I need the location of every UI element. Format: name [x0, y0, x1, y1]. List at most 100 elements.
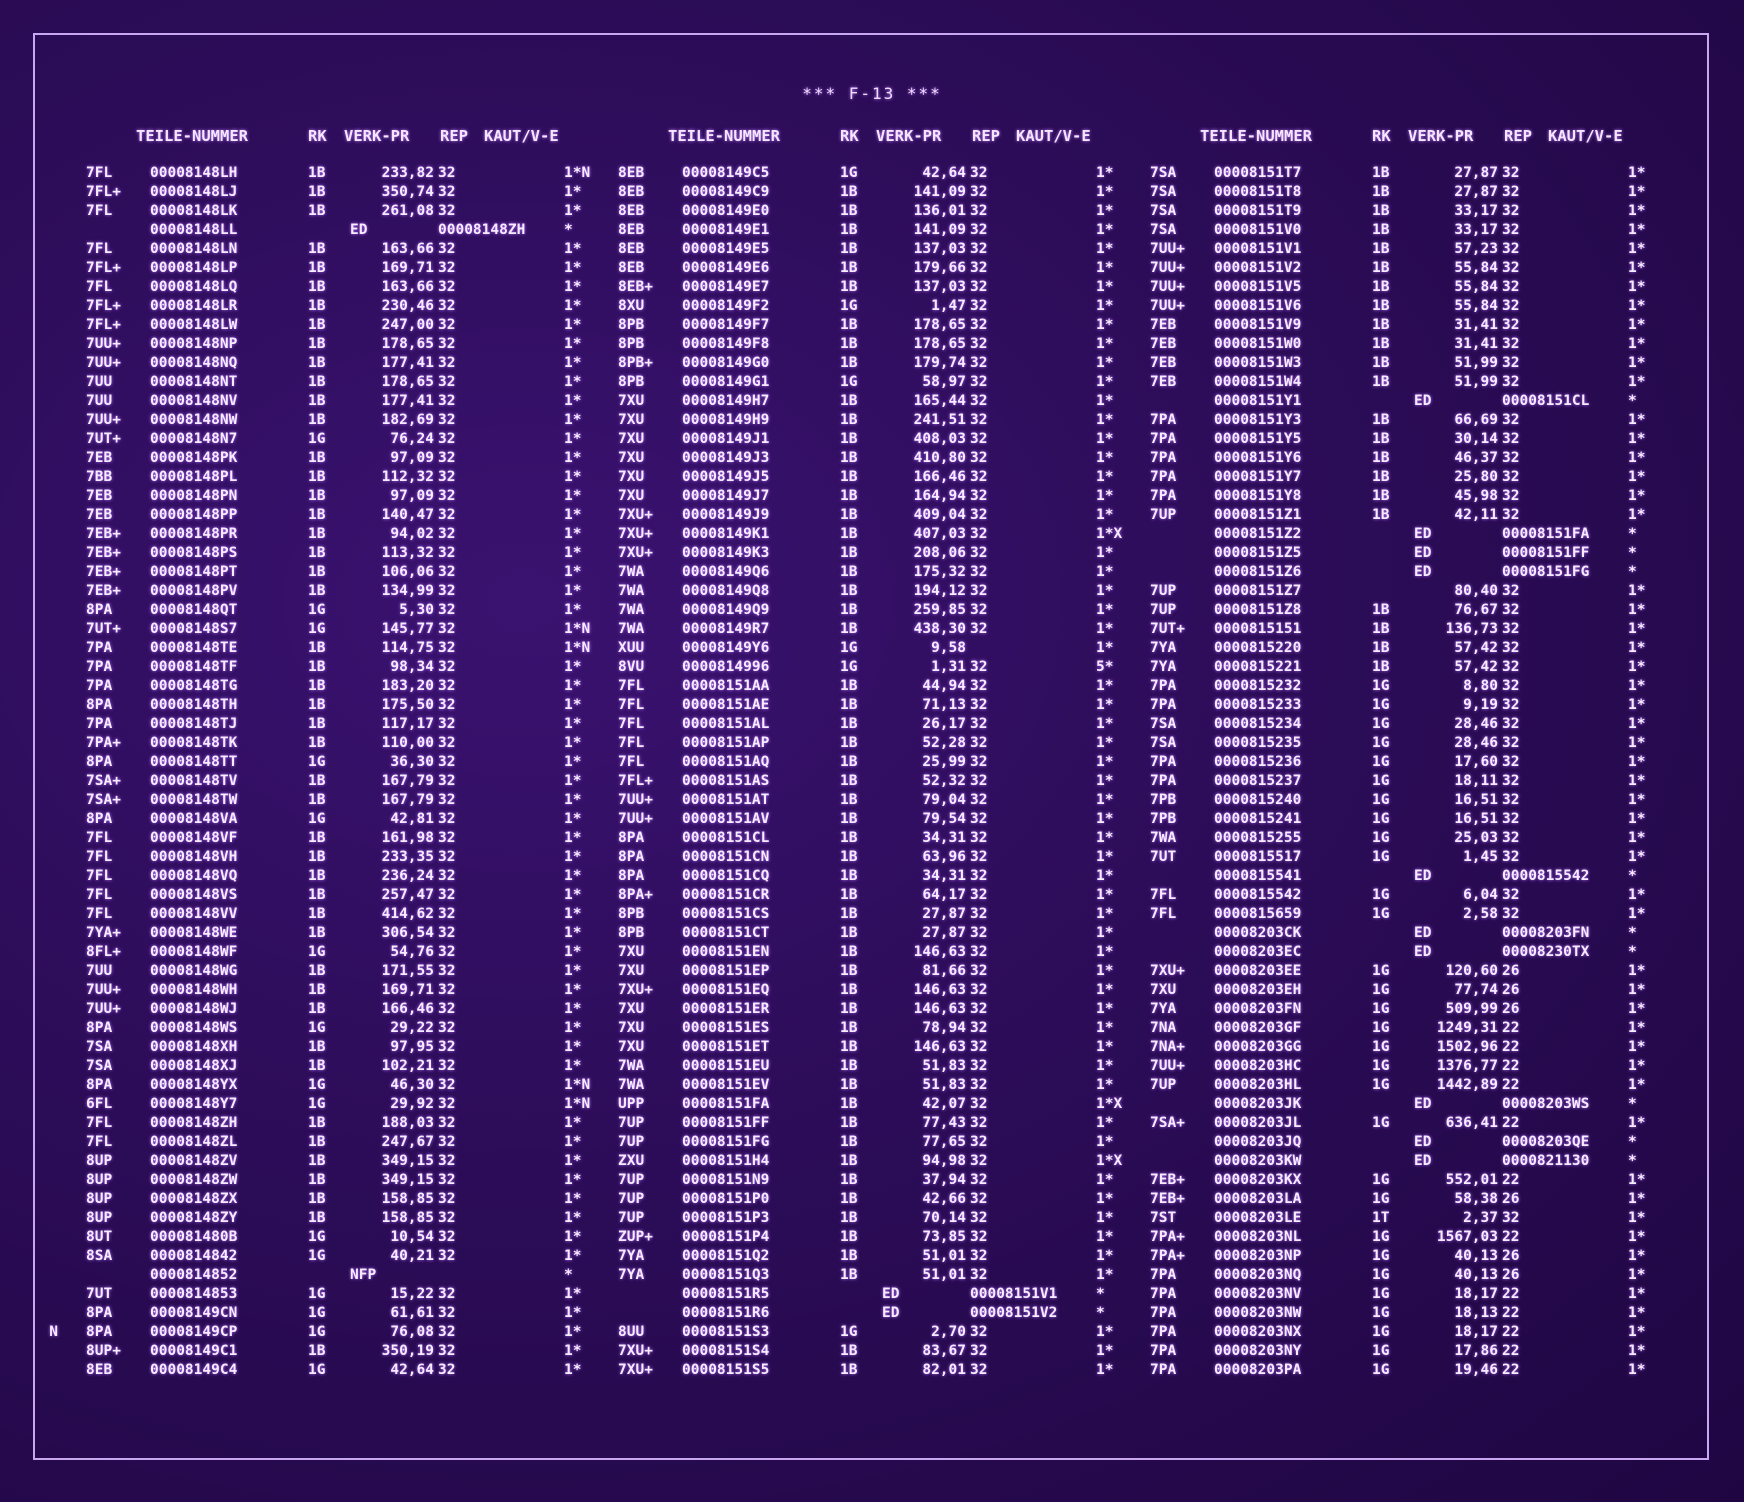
part-number: 00008203CK [1214, 925, 1302, 941]
table-row: 8PA 00008148WS 1G 29,22 32 1* [70, 1020, 630, 1039]
part-number: 0000814842 [150, 1248, 238, 1264]
table-row: 8VU 0000814996 1G 1,31 32 5* [602, 659, 1162, 678]
part-number: 00008151Y8 [1214, 488, 1302, 504]
class-code: 8UP+ [86, 1343, 121, 1359]
sales-price: 40,13 [1454, 1267, 1498, 1283]
table-row: 8PA 00008151CQ 1B 34,31 32 1* [602, 868, 1162, 887]
part-number: 00008151H4 [682, 1153, 770, 1169]
sales-price: 97,09 [390, 488, 434, 504]
flag: 1* [1096, 1191, 1114, 1207]
table-row: 7WA 00008151EU 1B 51,83 32 1* [602, 1058, 1162, 1077]
class-code: 7EB [1150, 336, 1177, 352]
replacement-part: 0000821130 [1502, 1153, 1590, 1169]
flag: 1* [564, 507, 582, 523]
part-number: 00008203GF [1214, 1020, 1302, 1036]
replacement-part: 00008151CL [1502, 393, 1590, 409]
rk-code: 1B [1372, 602, 1390, 618]
flag: 1* [564, 1039, 582, 1055]
table-row: 8PA 00008151CN 1B 63,96 32 1* [602, 849, 1162, 868]
rep-code: 32 [438, 1305, 456, 1321]
rep-code: 32 [970, 317, 988, 333]
rep-code: 32 [970, 1229, 988, 1245]
rk-code: 1B [308, 545, 326, 561]
part-number: 00008149Q9 [682, 602, 770, 618]
status-code: ED [1414, 944, 1432, 960]
table-row: 8PB+ 00008149G0 1B 179,74 32 1* [602, 355, 1162, 374]
sales-price: 161,98 [381, 830, 434, 846]
rep-code: 32 [970, 1324, 988, 1340]
class-code: 7PA [86, 716, 113, 732]
table-row: 7PA 00008203PA 1G 19,46 22 1* [1134, 1362, 1694, 1381]
rk-code: 1G [308, 944, 326, 960]
class-code: 7YA+ [86, 925, 121, 941]
part-number: 00008148VS [150, 887, 238, 903]
sales-price: 25,03 [1454, 830, 1498, 846]
table-row: 7NA 00008203GF 1G 1249,31 22 1* [1134, 1020, 1694, 1039]
table-row: 7EB 00008151W3 1B 51,99 32 1* [1134, 355, 1694, 374]
rk-code: 1B [308, 488, 326, 504]
class-code: 7UU+ [1150, 260, 1185, 276]
part-number: 00008148NV [150, 393, 238, 409]
part-number: 00008151EN [682, 944, 770, 960]
sales-price: 120,60 [1445, 963, 1498, 979]
table-row: 8PB 00008149G1 1G 58,97 32 1* [602, 374, 1162, 393]
class-code: 7FL [86, 203, 113, 219]
flag: 1* [564, 488, 582, 504]
rk-code: 1B [308, 469, 326, 485]
table-row: 7UU+ 00008151V1 1B 57,23 32 1* [1134, 241, 1694, 260]
flag: 1* [564, 1172, 582, 1188]
sales-price: 165,44 [913, 393, 966, 409]
sales-price: 1,45 [1463, 849, 1498, 865]
rep-code: 32 [1502, 203, 1520, 219]
rep-code: 32 [1502, 336, 1520, 352]
sales-price: 63,96 [922, 849, 966, 865]
rep-code: 22 [1502, 1115, 1520, 1131]
flag: 1* [1096, 545, 1114, 561]
sales-price: 58,38 [1454, 1191, 1498, 1207]
part-number: 00008148WJ [150, 1001, 238, 1017]
part-number: 00008148TK [150, 735, 238, 751]
rk-code: 1B [840, 317, 858, 333]
rep-code: 32 [438, 887, 456, 903]
sales-price: 349,15 [381, 1172, 434, 1188]
part-number: 00008151Q3 [682, 1267, 770, 1283]
flag: * [1628, 868, 1637, 884]
flag: * [1628, 526, 1637, 542]
rep-code: 32 [438, 697, 456, 713]
flag: 1* [1628, 640, 1646, 656]
rep-code: 32 [1502, 431, 1520, 447]
table-row: XUU 00008149Y6 1G 9,58 1* [602, 640, 1162, 659]
class-code: 7UP [618, 1191, 645, 1207]
flag: 1* [564, 678, 582, 694]
rep-code: 32 [970, 1134, 988, 1150]
table-row: 7PA 00008151Y6 1B 46,37 32 1* [1134, 450, 1694, 469]
rk-code: 1G [308, 602, 326, 618]
rk-code: 1G [1372, 1058, 1390, 1074]
part-number: 00008151EP [682, 963, 770, 979]
flag: 1* [564, 1134, 582, 1150]
page-title: *** F-13 *** [802, 84, 942, 103]
part-number: 00008148LH [150, 165, 238, 181]
part-number: 00008148WE [150, 925, 238, 941]
class-code: 7SA+ [86, 792, 121, 808]
rep-code: 32 [438, 1248, 456, 1264]
replacement-part: 00008203QE [1502, 1134, 1590, 1150]
flag: 1* [1628, 165, 1646, 181]
sales-price: 25,99 [922, 754, 966, 770]
table-row: 8PA 00008149CN 1G 61,61 32 1* [70, 1305, 630, 1324]
table-row: 00008151Y1 ED 00008151CL * [1134, 393, 1694, 412]
class-code: 7FL [1150, 906, 1177, 922]
flag: 1* [1096, 469, 1114, 485]
table-row: 8EB 00008149E0 1B 136,01 32 1* [602, 203, 1162, 222]
table-row: 8PA 00008148TT 1G 36,30 32 1* [70, 754, 630, 773]
flag: 1* [1096, 241, 1114, 257]
sales-price: 51,01 [922, 1267, 966, 1283]
table-row: 7WA 00008149Q9 1B 259,85 32 1* [602, 602, 1162, 621]
rk-code: 1B [840, 925, 858, 941]
sales-price: 36,30 [390, 754, 434, 770]
table-row: 7PA 00008203NY 1G 17,86 22 1* [1134, 1343, 1694, 1362]
class-code: 7FL+ [86, 260, 121, 276]
rk-code: 1B [308, 184, 326, 200]
rep-code: 32 [970, 165, 988, 181]
table-row: 7FL+ 00008148LP 1B 169,71 32 1* [70, 260, 630, 279]
